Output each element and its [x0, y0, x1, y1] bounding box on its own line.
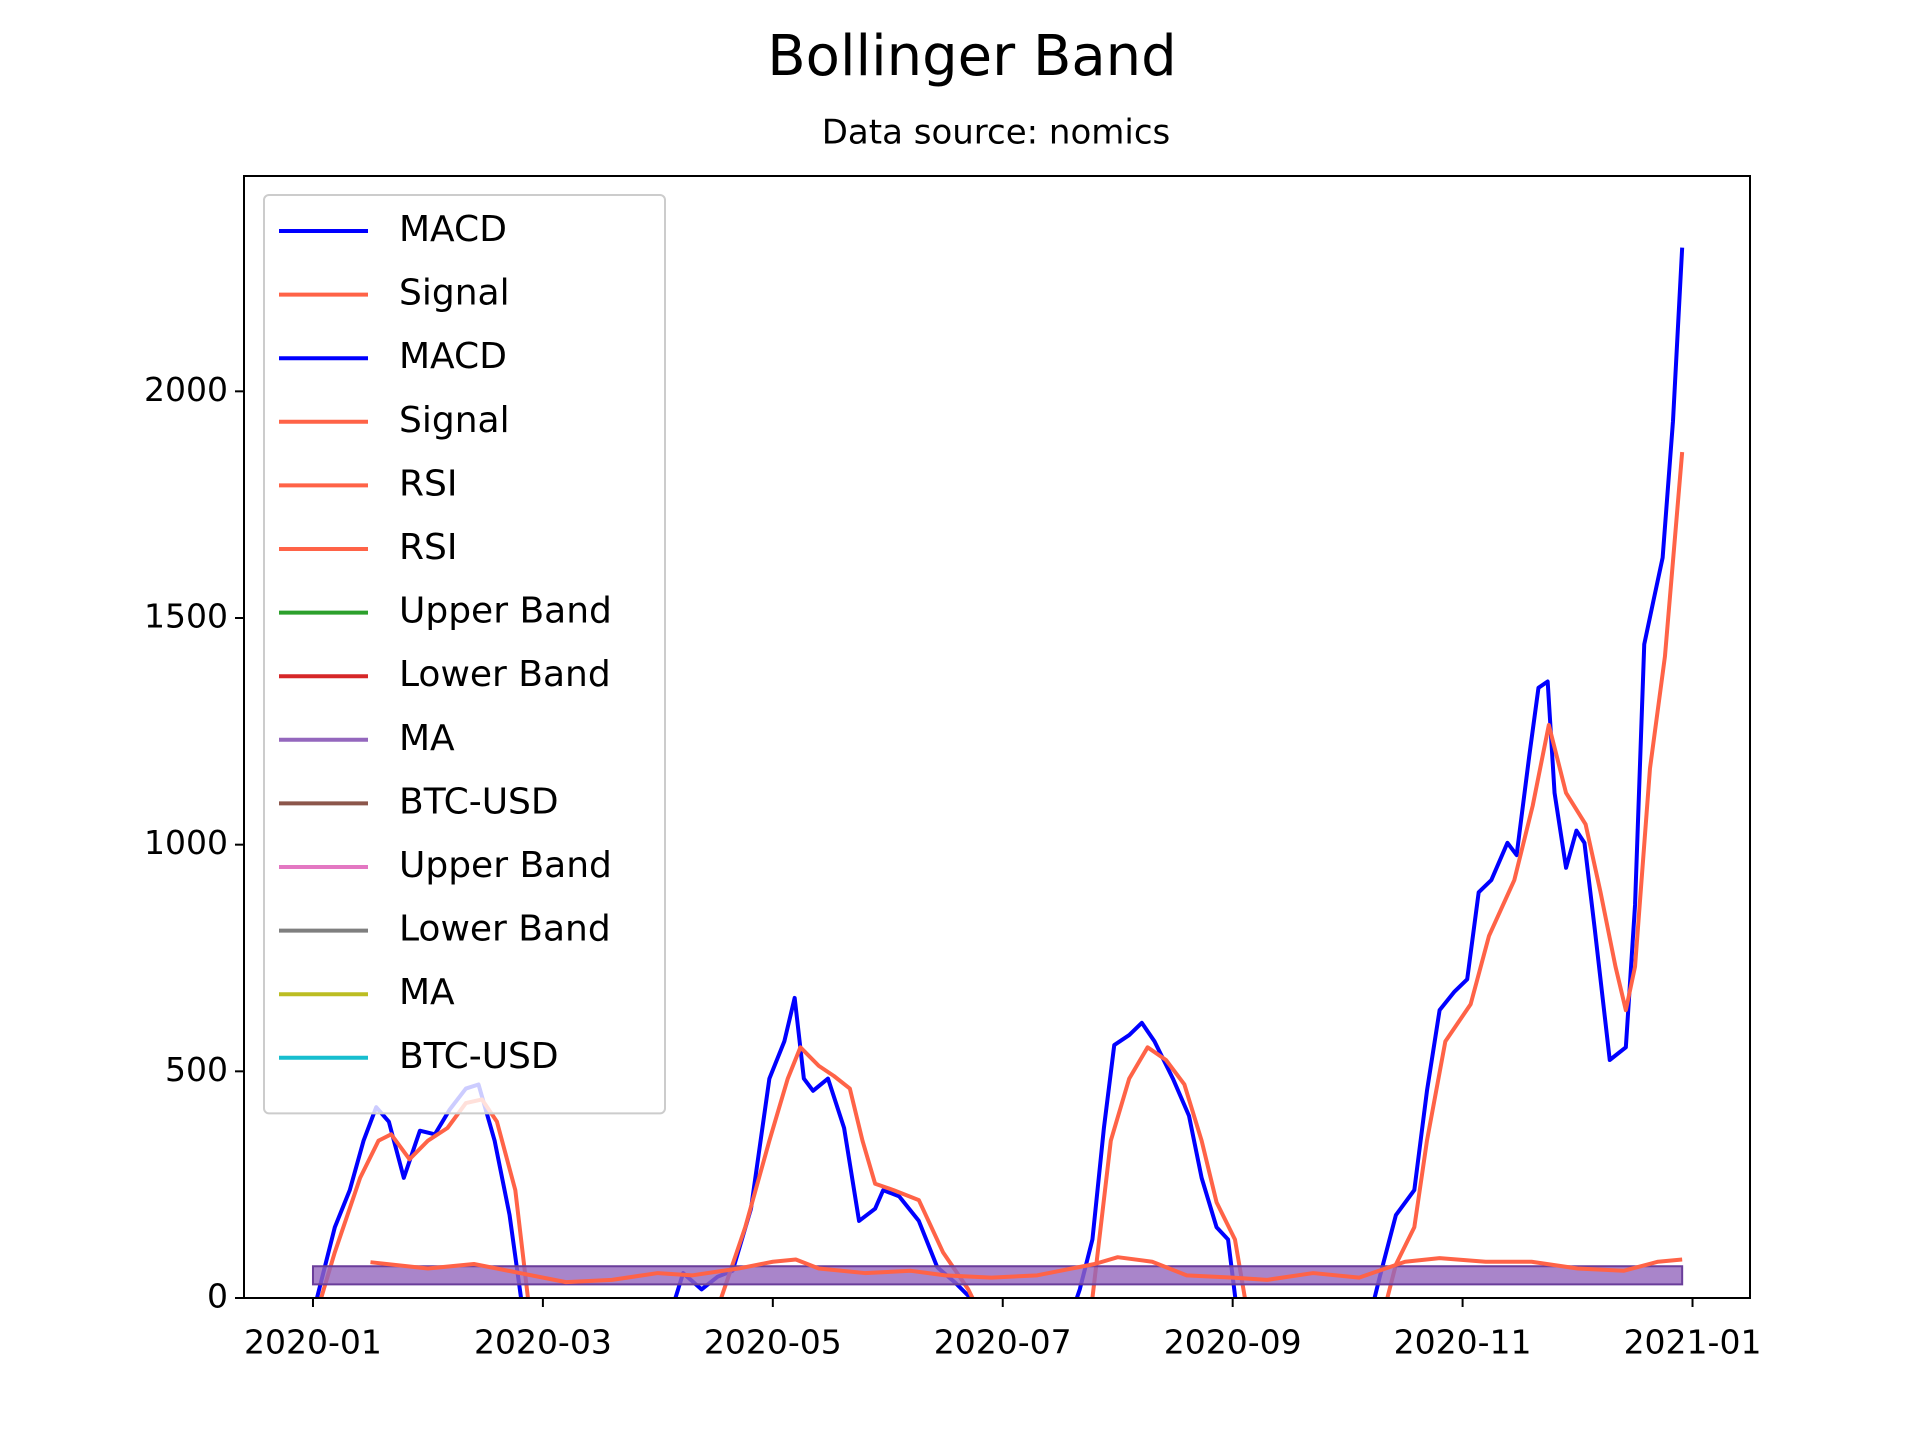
legend-label: Lower Band [399, 909, 611, 950]
x-tick-label: 2020-07 [934, 1323, 1072, 1362]
legend-label: MACD [399, 209, 507, 250]
legend-label: BTC-USD [399, 1036, 559, 1077]
legend-label: MA [399, 972, 455, 1013]
axes-frame [243, 175, 1751, 1299]
x-tick-label: 2020-03 [474, 1323, 612, 1362]
legend-label: RSI [399, 463, 457, 504]
legend-label: Lower Band [399, 654, 611, 695]
series-line [370, 1255, 1683, 1285]
legend-label: RSI [399, 527, 457, 568]
legend-label: Signal [399, 273, 510, 314]
legend-box [263, 194, 666, 1115]
series-line [319, 451, 1685, 1298]
chart-title: Bollinger Band [767, 24, 1176, 89]
x-tick-label: 2021-01 [1624, 1323, 1762, 1362]
y-tick-label: 0 [207, 1277, 228, 1316]
y-tick-label: 2000 [144, 370, 228, 409]
x-tick-label: 2020-09 [1164, 1323, 1302, 1362]
legend-label: MACD [399, 336, 507, 377]
chart-subtitle: Data source: nomics [822, 113, 1170, 153]
x-tick-label: 2020-11 [1394, 1323, 1532, 1362]
plot-area [311, 247, 1685, 1298]
x-tick-label: 2020-01 [244, 1323, 382, 1362]
y-tick-label: 1500 [144, 597, 228, 636]
legend-label: MA [399, 718, 455, 759]
y-tick-label: 1000 [144, 823, 228, 862]
legend-label: Upper Band [399, 591, 612, 632]
legend-label: Upper Band [399, 845, 612, 886]
x-tick-label: 2020-05 [704, 1323, 842, 1362]
legend-label: BTC-USD [399, 781, 559, 822]
y-tick-label: 500 [165, 1050, 228, 1089]
legend-label: Signal [399, 400, 510, 441]
